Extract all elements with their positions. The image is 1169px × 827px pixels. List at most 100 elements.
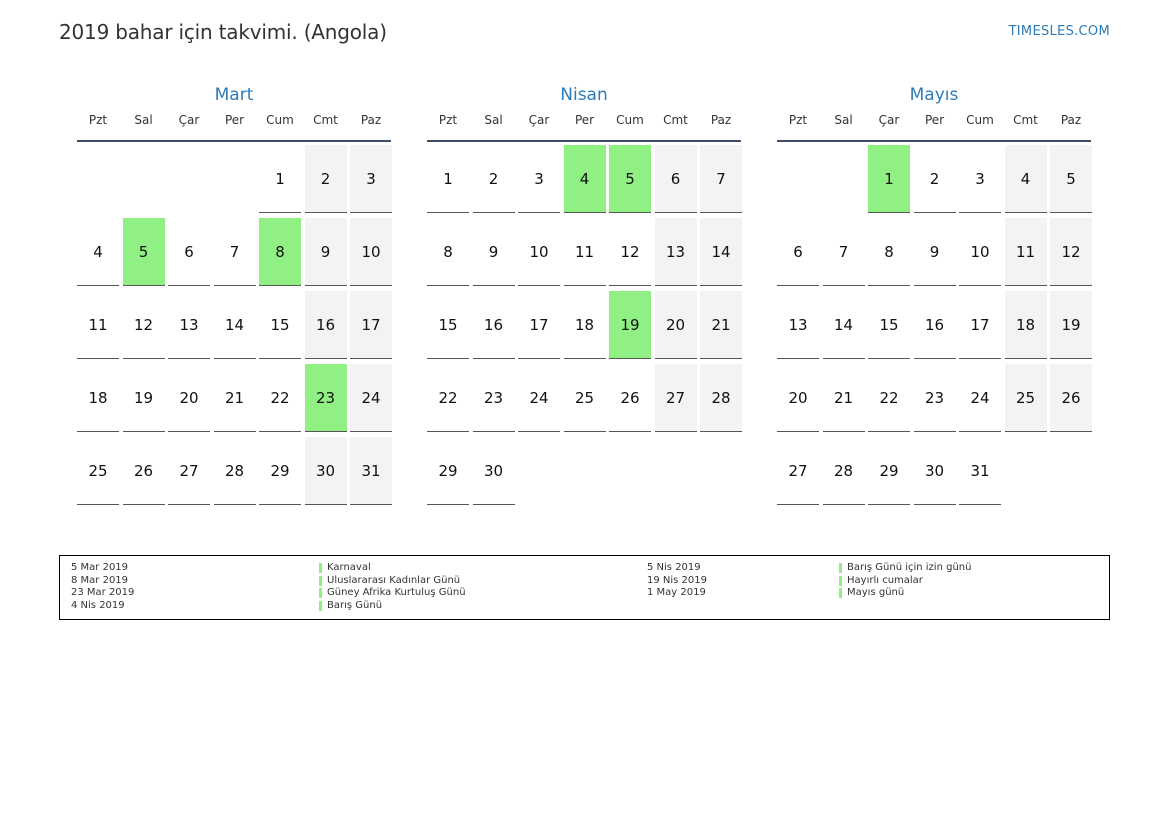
day-cell: 11	[563, 218, 606, 286]
day-cell: 26	[122, 437, 165, 505]
day-cell: 2	[472, 145, 515, 213]
legend-date: 5 Nis 2019	[647, 562, 701, 573]
holiday-day-cell: 5	[122, 218, 165, 286]
day-cell: 14	[213, 291, 256, 359]
weekday-label: Sal	[134, 113, 153, 127]
day-grid: 1 2 3 4 5 6 7 8 9 10 11 12 13 14 15 16 17 18 19 20 21 22 23 24 2…	[77, 142, 392, 512]
weekday-label: Pzt	[88, 113, 108, 127]
weekday-label: Çar	[178, 113, 200, 127]
day-cell: 22	[427, 364, 469, 432]
day-cell: 2	[304, 145, 347, 213]
day-cell: 6	[654, 145, 697, 213]
day-cell: 24	[959, 364, 1001, 432]
day-cell: 5	[1050, 145, 1092, 213]
day-cell: 26	[609, 364, 651, 432]
day-cell: 22	[259, 364, 301, 432]
legend-date: 19 Nis 2019	[647, 574, 707, 586]
day-cell: 10	[350, 218, 392, 286]
day-cell: 28	[822, 437, 865, 505]
day-cell: 21	[700, 291, 742, 359]
day-cell: 6	[168, 218, 210, 286]
weekday-label: Çar	[878, 113, 900, 127]
day-cell: 15	[868, 291, 910, 359]
day-cell: 17	[350, 291, 392, 359]
month-name: Nisan	[560, 85, 608, 105]
month-1: Mart Pzt Sal Çar Per Cum Cmt Paz 1 2 3 4 5 6 7 8 9 10 11 12…	[77, 82, 392, 512]
day-cell: 18	[1004, 291, 1047, 359]
day-cell: 3	[959, 145, 1001, 213]
day-cell: 20	[168, 364, 210, 432]
day-cell: 1	[427, 145, 469, 213]
month-name: Mart	[214, 85, 254, 105]
day-grid: 1 2 3 4 5 6 7 8 9 10 11 12 13 14 15 16 17 18 19 20 21 22 23 24 2…	[777, 142, 1092, 512]
day-cell: 16	[472, 291, 515, 359]
weekday-label: Cum	[966, 113, 994, 127]
day-cell: 26	[1050, 364, 1092, 432]
day-cell: 19	[1050, 291, 1092, 359]
day-cell: 30	[472, 437, 515, 505]
day-cell: 15	[259, 291, 301, 359]
day-cell: 11	[1004, 218, 1047, 286]
legend-left-names: Karnaval Uluslararası Kadınlar Günü Güney …	[319, 562, 466, 612]
month-3: Mayıs Pzt Sal Çar Per Cum Cmt Paz 1 2 3 4 5 6 7 8 9 10 11 1…	[777, 82, 1092, 512]
day-cell: 13	[777, 291, 819, 359]
day-cell: 17	[518, 291, 560, 359]
day-cell: 17	[959, 291, 1001, 359]
weekday-label: Sal	[834, 113, 853, 127]
day-cell: 1	[259, 145, 301, 213]
day-cell: 14	[700, 218, 742, 286]
holiday-day-cell: 4	[563, 145, 606, 213]
day-cell: 8	[868, 218, 910, 286]
day-cell: 9	[304, 218, 347, 286]
legend-holiday-name: Mayıs günü	[839, 587, 971, 600]
day-cell: 18	[77, 364, 119, 432]
legend-right-names: Barış Günü için izin günü Hayırlı cumalar…	[839, 562, 971, 600]
day-cell: 20	[654, 291, 697, 359]
day-cell: 14	[822, 291, 865, 359]
day-cell: 13	[654, 218, 697, 286]
weekday-label: Cmt	[1013, 113, 1038, 127]
day-cell: 8	[427, 218, 469, 286]
holiday-legend: 5 Mar 2019 8 Mar 2019 23 Mar 2019 4 Nis 201…	[59, 555, 1110, 620]
day-cell: 31	[959, 437, 1001, 505]
day-cell: 23	[913, 364, 956, 432]
weekday-label: Cum	[266, 113, 294, 127]
legend-right-dates: 5 Nis 2019 19 Nis 2019 1 May 2019	[647, 562, 707, 600]
day-cell: 16	[304, 291, 347, 359]
day-cell: 29	[868, 437, 910, 505]
day-cell: 11	[77, 291, 119, 359]
day-cell: 24	[350, 364, 392, 432]
legend-left-dates: 5 Mar 2019 8 Mar 2019 23 Mar 2019 4 Nis 201…	[71, 562, 134, 612]
day-cell: 16	[913, 291, 956, 359]
day-cell: 24	[518, 364, 560, 432]
month-2: Nisan Pzt Sal Çar Per Cum Cmt Paz 1 2 3 4 5 6 7 8 9 10 11 1…	[427, 82, 742, 512]
holiday-day-cell: 5	[609, 145, 651, 213]
day-cell: 7	[213, 218, 256, 286]
day-cell: 7	[700, 145, 742, 213]
day-cell: 19	[122, 364, 165, 432]
legend-holiday-name: Güney Afrika Kurtuluş Günü	[319, 587, 466, 600]
weekday-label: Per	[924, 113, 945, 127]
brand-link[interactable]: TIMESLES.COM	[1008, 24, 1110, 39]
day-cell: 12	[122, 291, 165, 359]
legend-holiday-name: Barış Günü	[319, 600, 466, 613]
legend-date: 1 May 2019	[647, 587, 706, 598]
day-cell: 28	[213, 437, 256, 505]
holiday-day-cell: 8	[259, 218, 301, 286]
day-cell: 25	[77, 437, 119, 505]
month-name: Mayıs	[909, 85, 959, 105]
day-cell: 3	[350, 145, 392, 213]
weekday-label: Pzt	[438, 113, 458, 127]
day-cell: 18	[563, 291, 606, 359]
day-cell: 15	[427, 291, 469, 359]
day-cell: 25	[1004, 364, 1047, 432]
day-cell: 7	[822, 218, 865, 286]
day-cell: 23	[472, 364, 515, 432]
day-cell: 10	[959, 218, 1001, 286]
day-cell: 12	[609, 218, 651, 286]
day-cell: 30	[304, 437, 347, 505]
weekday-label: Cum	[616, 113, 644, 127]
day-cell: 3	[518, 145, 560, 213]
day-cell: 13	[168, 291, 210, 359]
weekday-header: Pzt Sal Çar Per Cum Cmt Paz	[777, 108, 1091, 142]
